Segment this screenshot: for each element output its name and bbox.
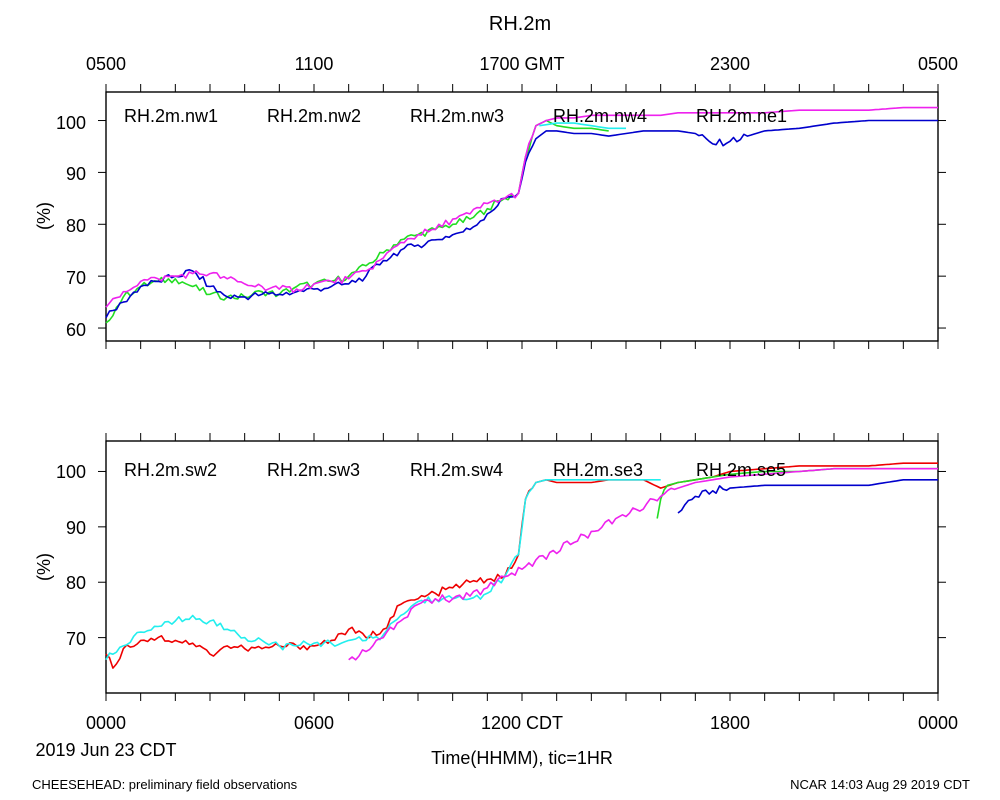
- top-tick-label: 2300: [710, 54, 750, 74]
- series-line-rh-2m-se5: [348, 467, 938, 661]
- top-panel-ylabel: (%): [34, 202, 54, 230]
- top-tick-label: 0500: [918, 54, 958, 74]
- chart-title: RH.2m: [489, 13, 551, 35]
- bottom-tick-label: 0600: [294, 713, 334, 733]
- bottom-tick-label: 0000: [86, 713, 126, 733]
- top-panel: (%) 60 70 80 90 100 RH.2m.nw1 RH.2m.nw2 …: [34, 84, 946, 349]
- top-panel-ytick-label: 60: [66, 320, 86, 340]
- bottom-panel-ylabel: (%): [34, 553, 54, 581]
- footer-right: NCAR 14:03 Aug 29 2019 CDT: [790, 777, 970, 792]
- bottom-panel-ticks: [98, 433, 946, 701]
- bottom-tick-label: 0000: [918, 713, 958, 733]
- legend-sw4: RH.2m.sw4: [410, 460, 503, 480]
- bottom-panel-ytick-label: 100: [56, 462, 86, 482]
- legend-se5: RH.2m.se5: [696, 460, 786, 480]
- series-line-rh-2m-nw2: [105, 119, 609, 324]
- x-axis-label: Time(HHMM), tic=1HR: [431, 748, 613, 768]
- legend-se3: RH.2m.se3: [553, 460, 643, 480]
- series-line-rh-2m-sw4: [677, 479, 938, 514]
- bottom-panel: (%) 70 80 90 100 RH.2m.sw2 RH.2m.sw3 RH.…: [34, 433, 946, 701]
- legend-sw2: RH.2m.sw2: [124, 460, 217, 480]
- bottom-tick-label: 1200 CDT: [481, 713, 563, 733]
- series-line-rh-2m-sw2: [105, 462, 938, 669]
- top-panel-ytick-label: 70: [66, 268, 86, 288]
- legend-nw1: RH.2m.nw1: [124, 106, 218, 126]
- bottom-panel-ytick-label: 90: [66, 518, 86, 538]
- series-line-rh-2m-ne1: [105, 106, 938, 308]
- legend-sw3: RH.2m.sw3: [267, 460, 360, 480]
- legend-nw3: RH.2m.nw3: [410, 106, 504, 126]
- series-line-rh-2m-nw4: [539, 122, 626, 130]
- legend-ne1: RH.2m.ne1: [696, 106, 787, 126]
- legend-nw2: RH.2m.nw2: [267, 106, 361, 126]
- footer-left: CHEESEHEAD: preliminary field observatio…: [32, 777, 298, 792]
- bottom-panel-series: [105, 462, 938, 669]
- legend-nw4: RH.2m.nw4: [553, 106, 647, 126]
- bottom-panel-ytick-label: 80: [66, 573, 86, 593]
- top-tick-label: 1700 GMT: [479, 54, 564, 74]
- bottom-panel-frame: [105, 440, 939, 694]
- date-label: 2019 Jun 23 CDT: [35, 740, 176, 760]
- top-panel-ytick-label: 100: [56, 113, 86, 133]
- top-panel-frame: [105, 91, 939, 342]
- top-tick-label: 1100: [295, 54, 334, 74]
- top-panel-series: [105, 106, 938, 324]
- series-line-rh-2m-nw3: [105, 119, 938, 319]
- top-panel-ytick-label: 90: [66, 164, 86, 184]
- top-panel-ticks: [98, 84, 946, 349]
- series-line-rh-2m-se3: [105, 479, 661, 661]
- top-tick-label: 0500: [86, 54, 126, 74]
- top-panel-ytick-label: 80: [66, 216, 86, 236]
- bottom-tick-label: 1800: [710, 713, 750, 733]
- bottom-panel-ytick-label: 70: [66, 629, 86, 649]
